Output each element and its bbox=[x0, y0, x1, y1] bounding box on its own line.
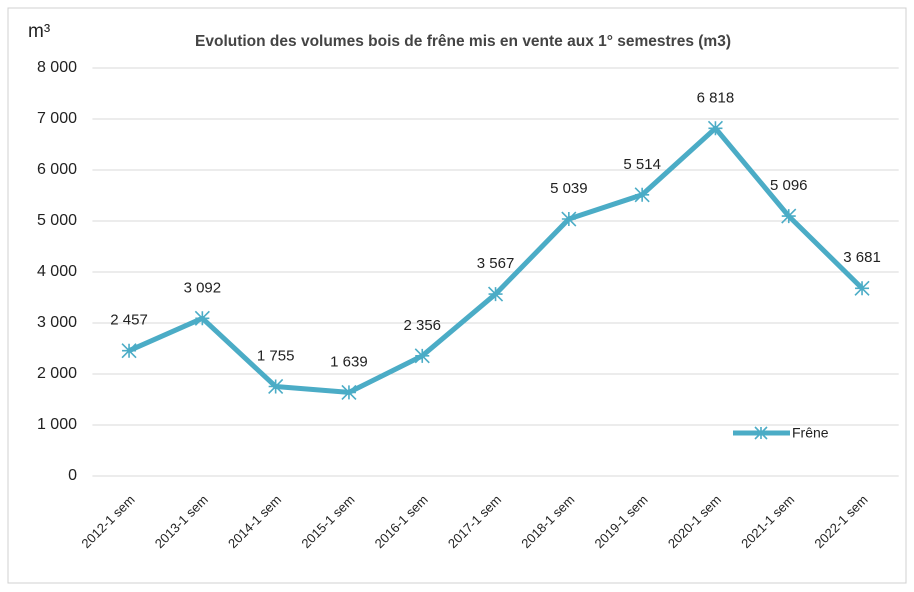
y-tick-label: 8 000 bbox=[37, 59, 77, 76]
y-tick-label: 2 000 bbox=[37, 365, 77, 382]
data-label: 3 092 bbox=[184, 279, 222, 296]
data-label: 1 639 bbox=[330, 353, 368, 370]
marker bbox=[707, 120, 724, 136]
chart-frame bbox=[7, 7, 907, 584]
marker bbox=[341, 384, 357, 400]
marker bbox=[854, 280, 870, 296]
marker bbox=[194, 310, 210, 326]
legend-marker bbox=[754, 426, 768, 440]
data-label: 5 514 bbox=[623, 156, 661, 173]
data-label: 3 681 bbox=[843, 249, 881, 266]
y-tick-label: 4 000 bbox=[37, 263, 77, 280]
y-tick-label: 0 bbox=[68, 467, 77, 484]
data-label: 5 096 bbox=[770, 177, 808, 194]
marker bbox=[414, 348, 430, 364]
data-label: 2 356 bbox=[403, 317, 441, 334]
marker bbox=[561, 211, 577, 227]
y-tick-label: 5 000 bbox=[37, 212, 77, 229]
y-tick-label: 3 000 bbox=[37, 314, 77, 331]
y-tick-label: 6 000 bbox=[37, 161, 77, 178]
marker bbox=[487, 286, 504, 302]
marker bbox=[268, 378, 284, 395]
marker bbox=[634, 187, 650, 203]
data-label: 1 755 bbox=[257, 347, 295, 364]
y-tick-label: 7 000 bbox=[37, 110, 77, 127]
marker bbox=[781, 208, 797, 224]
legend-label: Frêne bbox=[792, 425, 829, 441]
y-axis-label: m³ bbox=[28, 21, 50, 42]
data-label: 5 039 bbox=[550, 180, 588, 197]
chart-title: Evolution des volumes bois de frêne mis … bbox=[195, 33, 731, 50]
y-tick-label: 1 000 bbox=[37, 416, 77, 433]
data-label: 2 457 bbox=[110, 312, 148, 329]
data-label: 3 567 bbox=[477, 255, 515, 272]
data-label: 6 818 bbox=[697, 89, 735, 106]
marker bbox=[121, 343, 137, 359]
